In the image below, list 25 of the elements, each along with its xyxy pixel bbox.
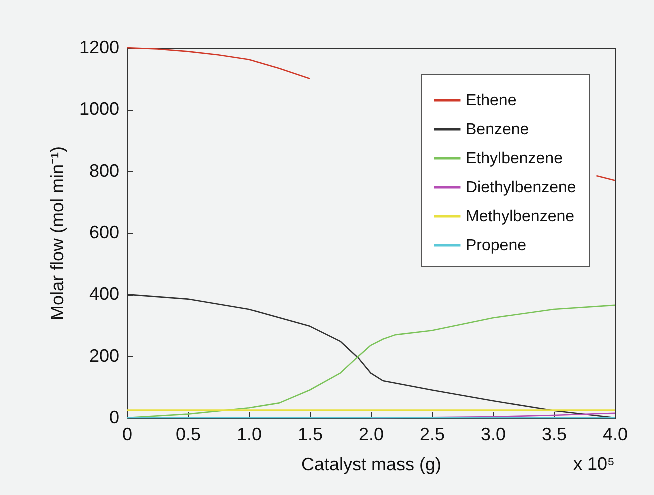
x-tick-label: 0 <box>122 424 133 444</box>
x-tick-label: 2.5 <box>420 424 446 444</box>
x-tick-label: 1.0 <box>236 424 262 444</box>
y-axis-title: Molar flow (mol min⁻¹) <box>47 146 68 321</box>
x-tick-label: 3.5 <box>542 424 568 444</box>
y-tick-label: 600 <box>89 222 120 242</box>
legend-label: Benzene <box>466 122 530 138</box>
x-axis-title: Catalyst mass (g) <box>301 454 442 474</box>
legend-label: Ethene <box>466 92 517 110</box>
y-tick-label: 400 <box>89 284 120 304</box>
legend-label: Diethylbenzene <box>466 180 576 196</box>
text: x 10⁵ <box>574 454 615 474</box>
y-tick-label: 0 <box>109 408 120 428</box>
x-tick-label: 3.0 <box>480 424 506 444</box>
y-tick-label: 800 <box>89 160 120 181</box>
y-tick-label: 200 <box>89 346 120 366</box>
legend-label: Propene <box>466 238 527 254</box>
x-tick-label: 4.0 <box>602 424 628 444</box>
y-tick-label: 1200 <box>79 38 120 58</box>
x-tick-label: 0.5 <box>176 424 202 444</box>
y-tick-label: 1000 <box>79 99 120 120</box>
x-tick-label: 1.5 <box>298 424 324 444</box>
legend-label: Ethylbenzene <box>466 150 564 168</box>
x-tick-label: 2.0 <box>358 424 384 444</box>
legend-label: Methylbenzene <box>466 208 575 226</box>
